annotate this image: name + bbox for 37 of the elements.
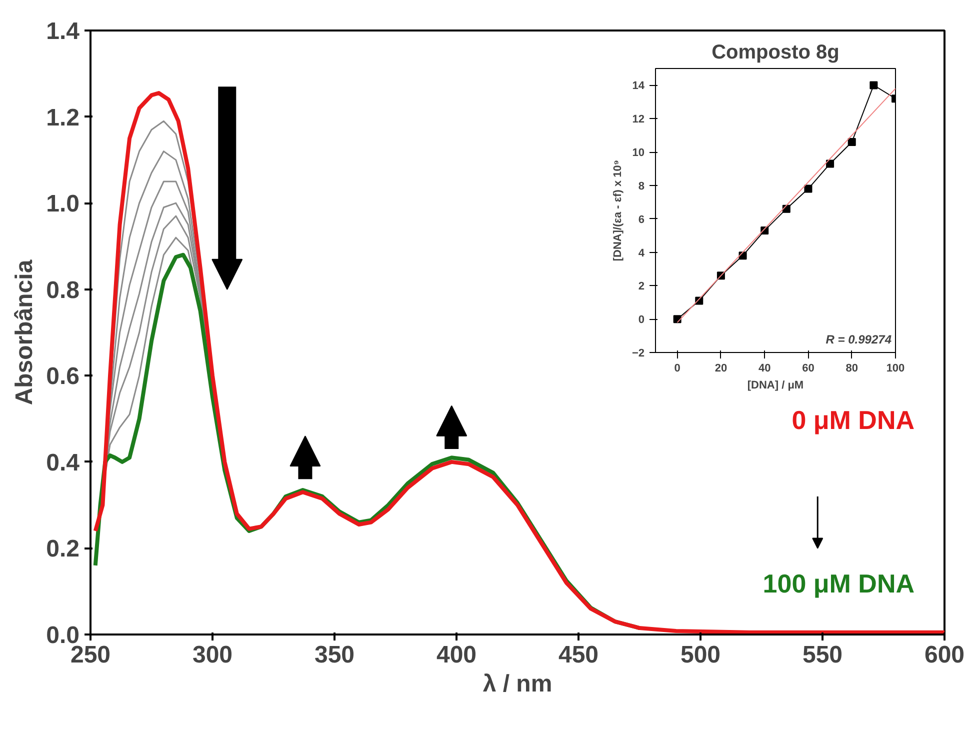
x-axis-title: [DNA] / μM	[747, 380, 804, 392]
y-tick-label: 10	[632, 147, 645, 160]
annotation: R = 0.99274	[826, 332, 892, 346]
y-tick-label: 0.2	[46, 536, 80, 563]
y-tick-label: 1.2	[46, 104, 80, 132]
y-tick-label: 12	[632, 114, 645, 126]
x-tick-label: 500	[680, 642, 721, 668]
y-tick-label: −2	[632, 348, 645, 360]
text: 0 μM DNA	[792, 405, 915, 436]
y-tick-label: 2	[638, 280, 645, 293]
x-tick-label: 600	[924, 642, 965, 668]
y-tick-label: 6	[638, 214, 645, 226]
y-tick-label: 0.4	[46, 449, 80, 476]
x-tick-label: 0	[674, 362, 680, 374]
chart-title: Composto 8g	[712, 42, 840, 64]
x-tick-label: 450	[558, 642, 599, 668]
x-tick-label: 80	[846, 362, 858, 374]
x-tick-label: 300	[192, 642, 233, 668]
x-tick-label: 550	[802, 642, 843, 668]
y-tick-label: 4	[638, 247, 646, 260]
text: 100 μM DNA	[762, 568, 915, 598]
y-tick-label: 1.4	[46, 18, 80, 45]
y-axis-title: Absorbância	[11, 259, 38, 406]
y-tick-label: 0.8	[46, 276, 80, 304]
x-tick-label: 60	[802, 362, 814, 374]
x-tick-label: 40	[758, 362, 771, 374]
x-tick-label: 400	[436, 642, 477, 668]
x-tick-label: 350	[314, 642, 355, 668]
y-tick-label: 0.6	[46, 363, 80, 390]
y-tick-label: 8	[638, 180, 645, 192]
x-axis-title: λ / nm	[482, 670, 552, 698]
x-tick-label: 20	[714, 362, 728, 374]
y-tick-label: 1.0	[46, 190, 80, 218]
x-tick-label: 100	[886, 362, 905, 374]
y-tick-label: 14	[632, 80, 646, 92]
y-axis-title: [DNA]/(εa - εf) x 10⁹	[612, 160, 624, 262]
y-tick-label: 0	[638, 314, 645, 326]
